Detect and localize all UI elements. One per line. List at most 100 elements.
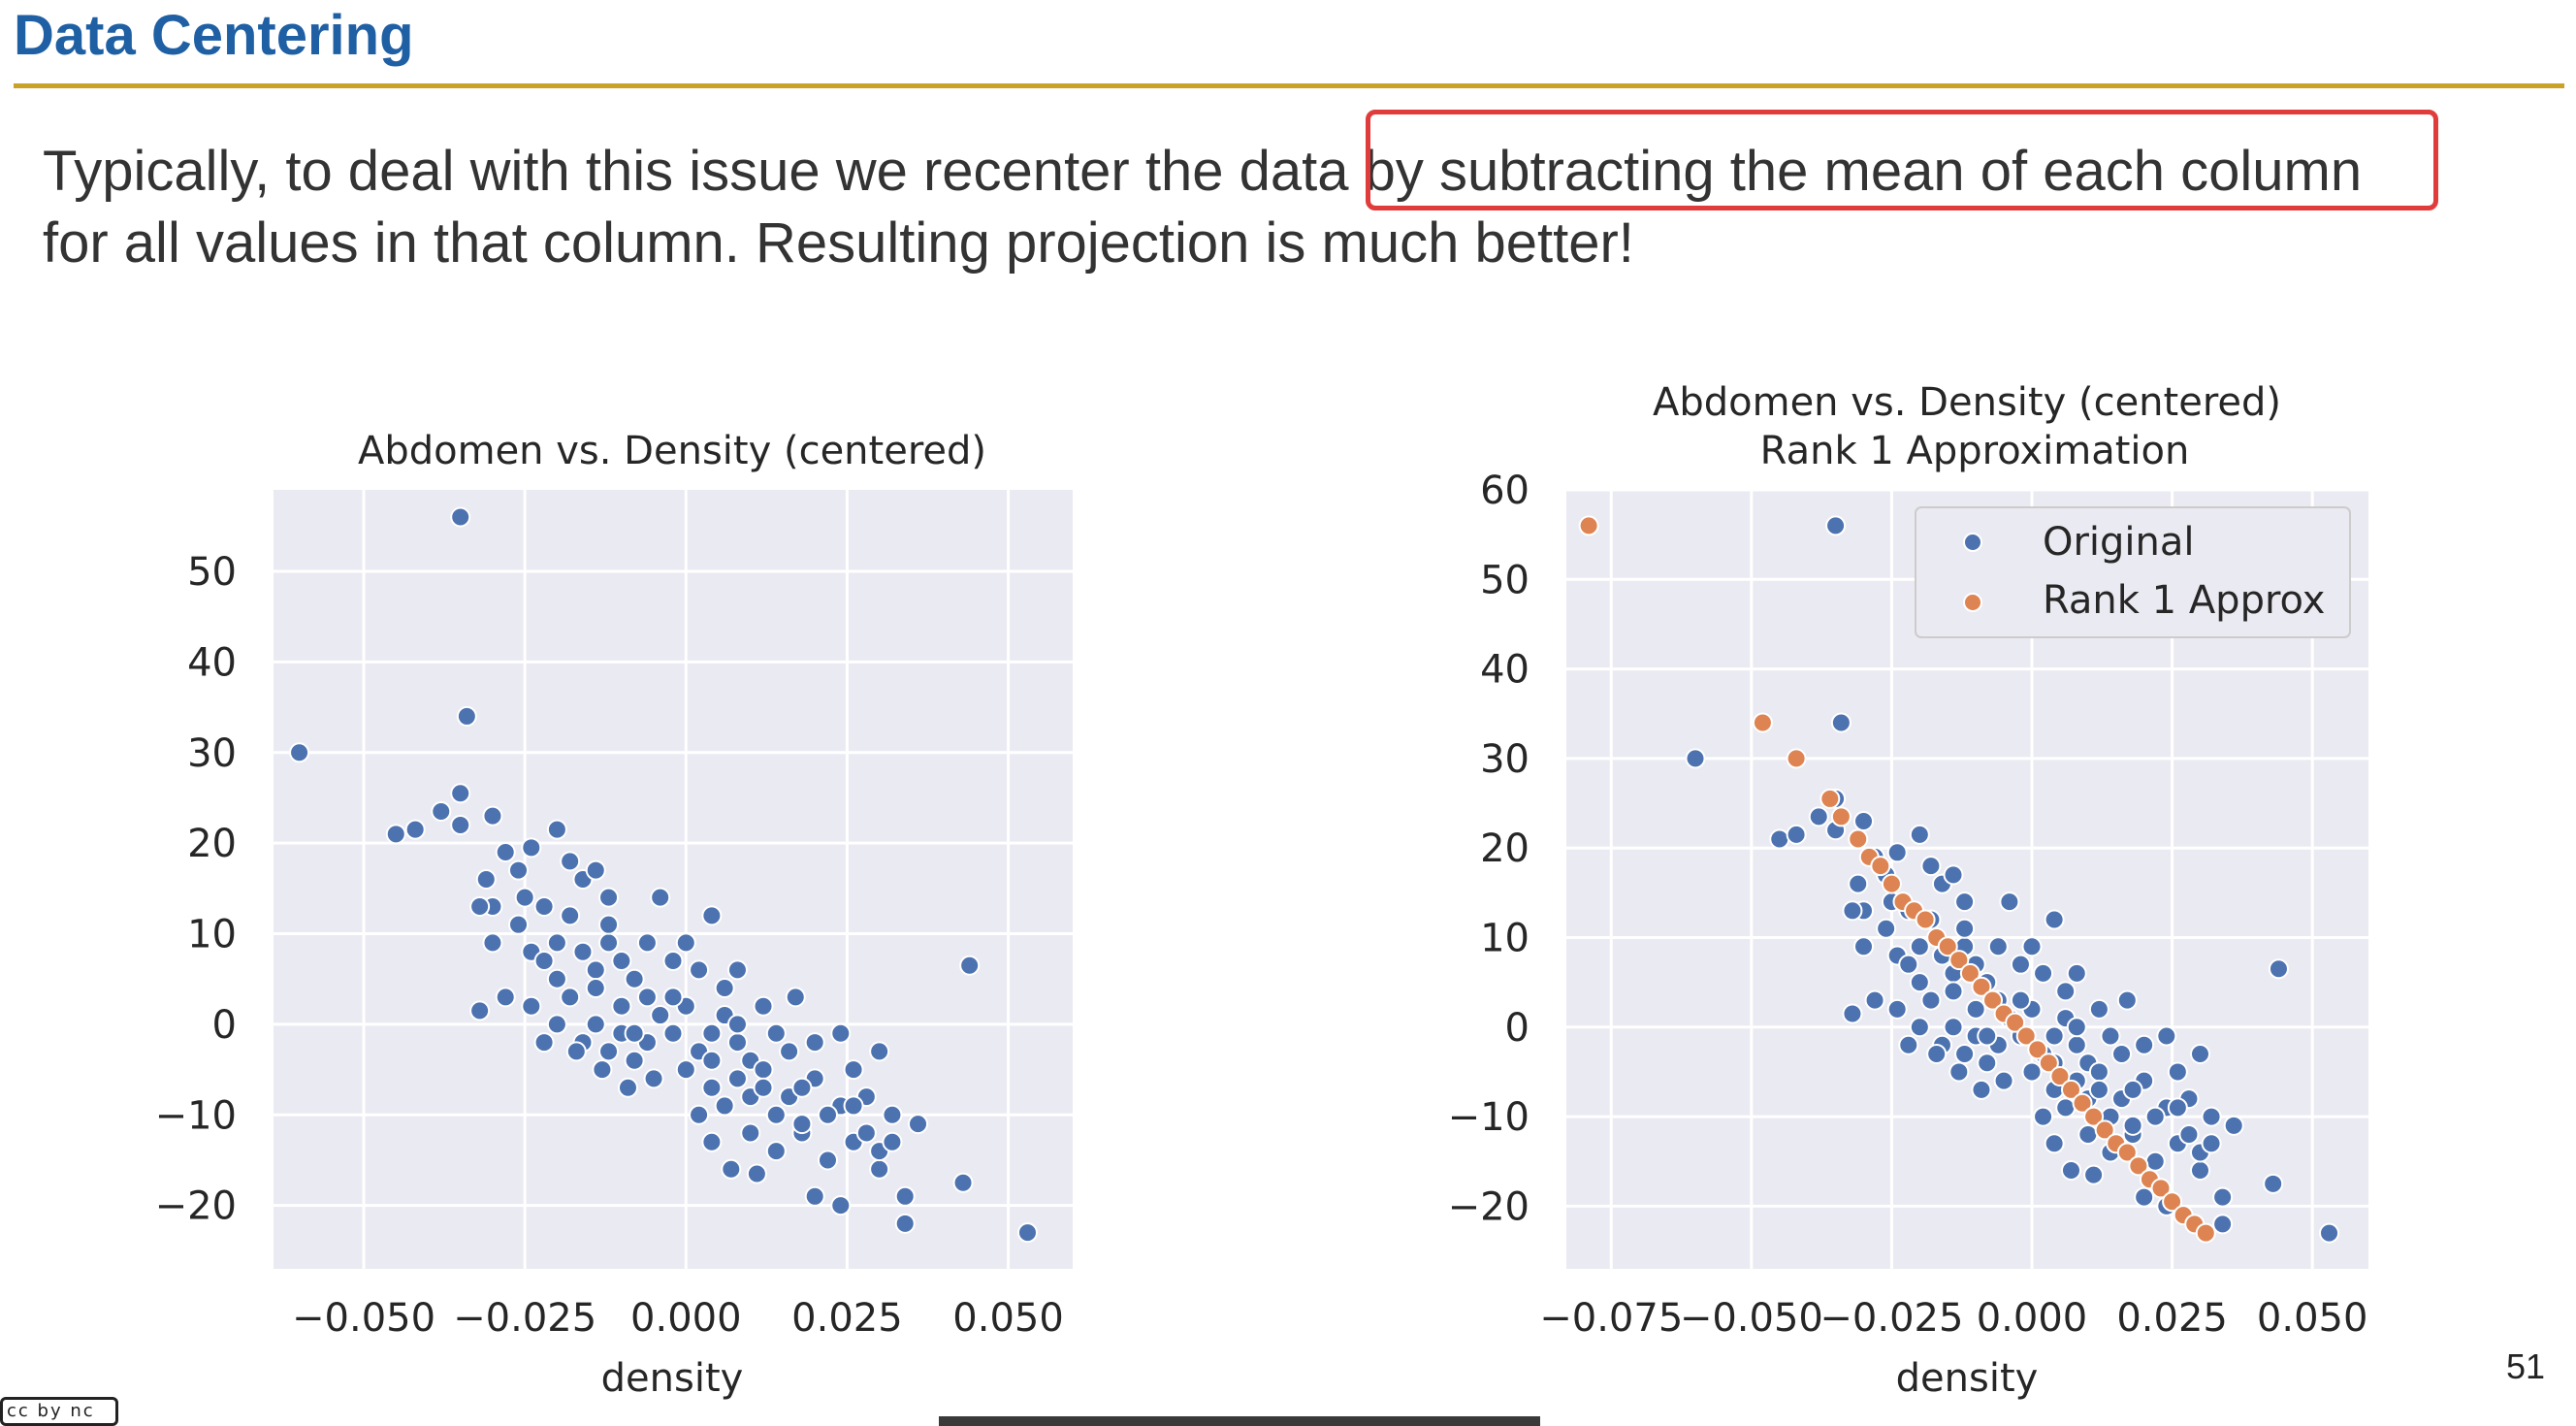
chart-left-data-point	[469, 1000, 491, 1021]
chart-right-data-point	[1786, 748, 1807, 769]
chart-right-data-point	[1954, 891, 1976, 913]
chart-right-data-point	[1870, 856, 1891, 877]
chart-right-data-point	[2201, 1133, 2222, 1154]
chart-left-data-point	[662, 1022, 684, 1044]
chart-left-data-point	[560, 987, 581, 1008]
chart-right-data-point	[2190, 1159, 2211, 1181]
chart-left-data-point	[830, 1195, 852, 1216]
chart-right-data-point	[1898, 954, 1919, 975]
chart-left-data-point	[546, 932, 567, 954]
chart-left-data-point	[385, 824, 406, 845]
chart-right-data-point	[2094, 1119, 2115, 1141]
chart-right-data-point	[1786, 824, 1807, 845]
chart-right-xtick-label: −0.025	[1819, 1296, 1963, 1341]
chart-left-data-point	[508, 914, 530, 935]
chart-left-data-point	[289, 742, 310, 763]
chart-left-xtick-label: 0.025	[791, 1296, 903, 1341]
chart-left-data-point	[817, 1104, 838, 1125]
chart-right-data-point	[2167, 1097, 2188, 1118]
chart-right-xtick-label: −0.075	[1539, 1296, 1683, 1341]
chart-left-data-point	[404, 819, 426, 840]
chart-left-data-point	[514, 887, 535, 908]
chart-right-data-point	[1825, 515, 1847, 536]
chart-left-data-point	[598, 914, 620, 935]
chart-right-data-point	[2156, 1025, 2177, 1047]
chart-right-data-point	[2083, 1164, 2105, 1185]
chart-left-data-point	[753, 1077, 774, 1098]
chart-right-data-point	[1977, 1025, 1998, 1047]
chart-left-xlabel: density	[601, 1356, 744, 1401]
chart-left-data-point	[765, 1104, 787, 1125]
chart-left-data-point	[598, 887, 620, 908]
chart-right-data-point	[1909, 1017, 1930, 1038]
chart-right-data-point	[2021, 1061, 2043, 1083]
chart-right-data-point	[1948, 950, 1970, 971]
chart-right-data-point	[1943, 981, 1964, 1002]
chart-left-ytick-label: 0	[212, 1003, 237, 1048]
chart-left-ytick-label: −10	[155, 1093, 237, 1138]
chart-right-ytick-label: −20	[1448, 1184, 1530, 1229]
chart-left-data-point	[765, 1022, 787, 1044]
chart-right-data-point	[2088, 1079, 2109, 1100]
chart-right-ytick-label: 10	[1480, 916, 1530, 960]
chart-left-data-point	[689, 959, 710, 981]
chart-left-data-point	[650, 887, 671, 908]
chart-left-data-point	[714, 1095, 735, 1117]
chart-left-data-point	[585, 859, 606, 881]
chart-left-data-point	[855, 1122, 877, 1144]
chart-left-xtick-label: 0.050	[952, 1296, 1064, 1341]
chart-left-data-point	[585, 1014, 606, 1035]
chart-right-data-point	[2116, 1142, 2138, 1163]
chart-left-data-point	[643, 1068, 664, 1089]
chart-right-xtick-label: 0.025	[2116, 1296, 2228, 1341]
chart-left-data-point	[662, 951, 684, 972]
chart-right-data-point	[1954, 918, 1976, 939]
chart-left-xtick-label: −0.025	[453, 1296, 596, 1341]
chart-right-data-point	[1842, 900, 1863, 922]
chart-right-data-point	[2122, 1115, 2143, 1136]
chart-left-data-point	[585, 959, 606, 981]
chart-right-ytick-label: −10	[1448, 1095, 1530, 1140]
chart-left-data-point	[611, 995, 632, 1017]
chart-left-data-point	[804, 1032, 825, 1053]
chart-right-data-point	[2060, 1079, 2081, 1100]
chart-right-data-point	[2077, 1124, 2099, 1146]
chart-left-data-point	[952, 1172, 974, 1193]
chart-left-series-0	[289, 506, 1038, 1244]
chart-right-data-point	[1876, 918, 1897, 939]
chart-left-data-point	[779, 1041, 800, 1062]
chart-left: Abdomen vs. Density (centered) −0.050 −0.…	[155, 429, 1073, 1401]
chart-right-data-point	[2088, 1061, 2109, 1083]
chart-left-data-point	[908, 1114, 929, 1135]
chart-left-data-point	[753, 1059, 774, 1081]
video-progress-bar[interactable]	[939, 1416, 1540, 1426]
chart-left-data-point	[804, 1185, 825, 1207]
chart-left-data-point	[482, 805, 503, 826]
chart-right-data-point	[1909, 972, 1930, 993]
chart-left-data-point	[456, 705, 477, 727]
chart-right-data-point	[2150, 1178, 2172, 1199]
chart-right-data-point	[1943, 864, 1964, 886]
chart-right-data-point	[2128, 1155, 2149, 1177]
chart-left-data-point	[450, 783, 471, 804]
chart-right-ytick-label: 60	[1480, 469, 1530, 513]
chart-right-data-point	[2010, 954, 2031, 975]
legend-label-rank1: Rank 1 Approx	[2043, 578, 2325, 623]
chart-right-data-point	[1685, 748, 1706, 769]
chart-right-data-point	[1993, 1070, 2014, 1091]
chart-right-data-point	[2167, 1061, 2188, 1083]
chart-right-data-point	[1965, 998, 1986, 1020]
chart-left-data-point	[785, 987, 806, 1008]
chart-right-data-point	[2044, 1025, 2065, 1047]
chart-left-data-point	[521, 995, 542, 1017]
chart-right-data-point	[2100, 1025, 2121, 1047]
chart-right-xtick-label: 0.050	[2257, 1296, 2368, 1341]
chart-right-data-point	[1959, 962, 1980, 984]
chart-right-data-point	[1915, 909, 1936, 930]
chart-left-data-point	[701, 1022, 723, 1044]
chart-right-data-point	[1943, 1017, 1964, 1038]
chart-left-data-point	[740, 1122, 761, 1144]
chart-left-ytick-label: 20	[187, 822, 237, 866]
chart-left-data-point	[585, 978, 606, 999]
chart-left-data-point	[482, 932, 503, 954]
